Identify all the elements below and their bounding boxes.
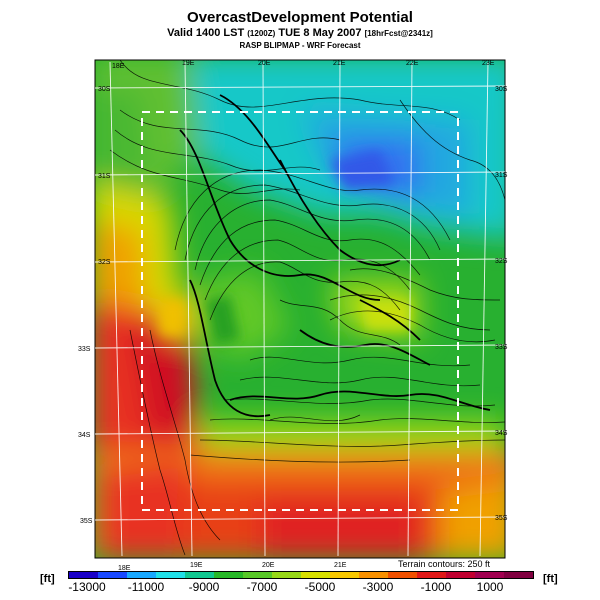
colorbar-swatch [330, 572, 359, 578]
valid-time-utc: (1200Z) [247, 29, 276, 38]
lon-label: 21E [333, 60, 346, 67]
colorbar-swatch [475, 572, 504, 578]
colorbar-labels: -13000 -11000 -9000 -7000 -5000 -3000 -1000 100… [0, 580, 600, 596]
colorbar-swatch [127, 572, 156, 578]
lat-label: 31S [98, 173, 111, 180]
colorbar-label: -9000 [188, 580, 220, 594]
lat-label: 34S [495, 430, 508, 437]
colorbar-label: -7000 [246, 580, 278, 594]
lat-label: 33S [78, 346, 91, 353]
unit-label-right: [ft] [543, 573, 558, 585]
colorbar-swatch [446, 572, 475, 578]
colorbar-swatch [98, 572, 127, 578]
valid-date: TUE 8 May 2007 [278, 27, 362, 39]
lon-label: 22E [406, 60, 419, 67]
forecast-source: RASP BLIPMAP - WRF Forecast [239, 41, 361, 50]
map-field [95, 60, 505, 558]
lat-label: 31S [495, 172, 508, 179]
thick-contours [179, 94, 491, 418]
colorbar-swatch [185, 572, 214, 578]
colorbar-label: -5000 [304, 580, 336, 594]
colorbar-swatch [156, 572, 185, 578]
colorbar [68, 571, 534, 579]
colorbar-swatch [69, 572, 98, 578]
lat-lon-grid [94, 61, 506, 557]
lat-label: 33S [495, 344, 508, 351]
lat-label: 35S [495, 515, 508, 522]
inner-domain-box [141, 111, 459, 511]
forecast-info: [18hrFcst@2341z] [364, 29, 433, 38]
colorbar-swatch [243, 572, 272, 578]
lat-label: 32S [495, 258, 508, 265]
lon-label: 19E [190, 562, 203, 569]
lat-label: 35S [80, 518, 93, 525]
lon-label: 19E [182, 60, 195, 67]
lon-label: 20E [258, 60, 271, 67]
lon-label: 20E [262, 562, 275, 569]
colorbar-swatch [359, 572, 388, 578]
lon-label: 23E [482, 60, 495, 67]
colorbar-label: -13000 [68, 580, 106, 594]
unit-label-left: [ft] [40, 573, 55, 585]
lon-label: 21E [334, 562, 347, 569]
terrain-contour-note: Terrain contours: 250 ft [398, 559, 491, 569]
map-title: OvercastDevelopment Potential [187, 9, 413, 26]
colorbar-swatch [272, 572, 301, 578]
lat-label: 30S [98, 86, 111, 93]
colorbar-label: -11000 [127, 580, 165, 594]
lon-labels-bottom: 18E 19E 20E 21E [118, 562, 347, 572]
colorbar-swatch [214, 572, 243, 578]
lat-label: 32S [98, 259, 111, 266]
lat-label: 30S [495, 86, 508, 93]
lon-labels-top: 18E 19E 20E 21E 22E 23E [112, 60, 495, 70]
colorbar-swatch [388, 572, 417, 578]
lat-label: 34S [78, 432, 91, 439]
colorbar-swatch [417, 572, 446, 578]
valid-time: Valid 1400 LST (1200Z) TUE 8 May 2007 [1… [0, 27, 600, 39]
lon-label: 18E [112, 63, 125, 70]
lat-labels-right: 30S 31S 32S 33S 34S 35S [495, 86, 508, 522]
valid-time-main: Valid 1400 LST [167, 27, 245, 39]
colorbar-swatch [504, 572, 533, 578]
lon-label: 18E [118, 565, 131, 572]
colorbar-label: 1000 [476, 580, 504, 594]
lat-labels-left: 30S 31S 32S 33S 34S 35S [78, 86, 111, 525]
colorbar-label: -3000 [362, 580, 394, 594]
colorbar-swatch [301, 572, 330, 578]
colorbar-label: -1000 [420, 580, 452, 594]
